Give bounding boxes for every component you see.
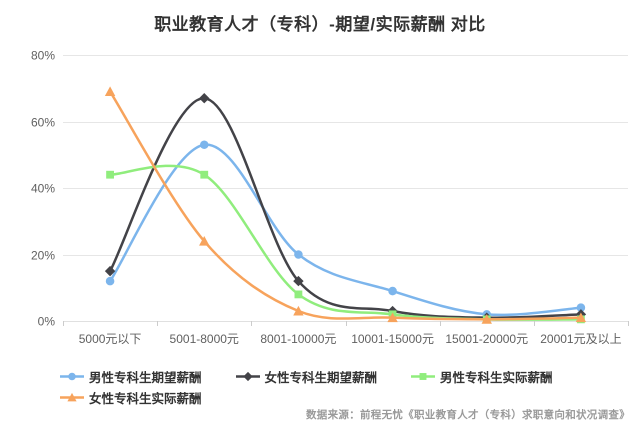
series-marker-male-actual-0 — [106, 170, 114, 179]
legend-triangle-icon — [60, 392, 84, 401]
legend-label: 男性专科生期望薪酬 — [89, 370, 202, 385]
legend-square-icon — [411, 372, 436, 380]
x-axis-category-label: 20001元及以上 — [540, 332, 621, 346]
y-axis-tick-label: 60% — [31, 116, 55, 130]
legend-label: 女性专科生实际薪酬 — [89, 391, 202, 406]
x-axis-category-label: 5000元以下 — [79, 332, 142, 346]
series-marker-female-expected-0 — [104, 265, 116, 277]
x-axis-category-label: 15001-20000元 — [445, 332, 528, 346]
series-marker-female-actual-1 — [199, 236, 210, 246]
x-axis-category-label: 8001-10000元 — [260, 332, 336, 346]
series-marker-female-expected-1 — [199, 93, 210, 104]
legend-item-male-actual[interactable]: 男性专科生实际薪酬 — [411, 367, 553, 385]
legend-item-male-expected[interactable]: 男性专科生期望薪酬 — [60, 367, 202, 385]
series-marker-female-actual-3 — [387, 312, 398, 323]
series-marker-male-actual-1 — [200, 170, 209, 179]
series-marker-male-expected-2 — [294, 250, 303, 259]
chart-legend: 男性专科生期望薪酬 女性专科生期望薪酬 男性专科生实际薪酬女性专科生实际薪酬 — [60, 367, 590, 406]
y-axis-tick-label: 0% — [38, 315, 56, 329]
series-marker-female-actual-2 — [293, 305, 304, 316]
legend-label: 女性专科生期望薪酬 — [264, 370, 378, 385]
series-marker-male-expected-5 — [576, 303, 586, 312]
y-axis-tick-label: 40% — [31, 182, 55, 196]
legend-diamond-icon — [235, 371, 260, 381]
legend-circle-icon — [60, 372, 84, 380]
x-axis-category-label: 10001-15000元 — [351, 332, 434, 346]
series-line-female-actual — [108, 90, 583, 321]
series-marker-female-expected-2 — [293, 275, 304, 287]
series-line-male-expected — [108, 143, 583, 317]
series-marker-male-expected-0 — [105, 276, 115, 286]
series-marker-female-actual-4 — [481, 314, 492, 324]
y-axis-tick-label: 80% — [31, 49, 55, 63]
legend-item-female-actual[interactable]: 女性专科生实际薪酬 — [60, 388, 202, 406]
chart-title: 职业教育人才（专科）-期望/实际薪酬 对比 — [154, 15, 486, 34]
series-marker-female-actual-5 — [575, 312, 587, 323]
x-axis-category-label: 5001-8000元 — [170, 332, 239, 346]
series-marker-male-expected-3 — [388, 286, 397, 296]
series-marker-female-actual-0 — [104, 86, 116, 96]
data-source-note: 数据来源：前程无忧《职业教育人才（专科）求职意向和状况调查》 — [306, 409, 630, 421]
legend-item-female-expected[interactable]: 女性专科生期望薪酬 — [235, 367, 378, 385]
y-axis-tick-label: 20% — [31, 249, 55, 263]
series-marker-male-actual-2 — [294, 290, 303, 299]
legend-label: 男性专科生实际薪酬 — [440, 370, 553, 385]
series-marker-male-expected-1 — [199, 140, 209, 150]
